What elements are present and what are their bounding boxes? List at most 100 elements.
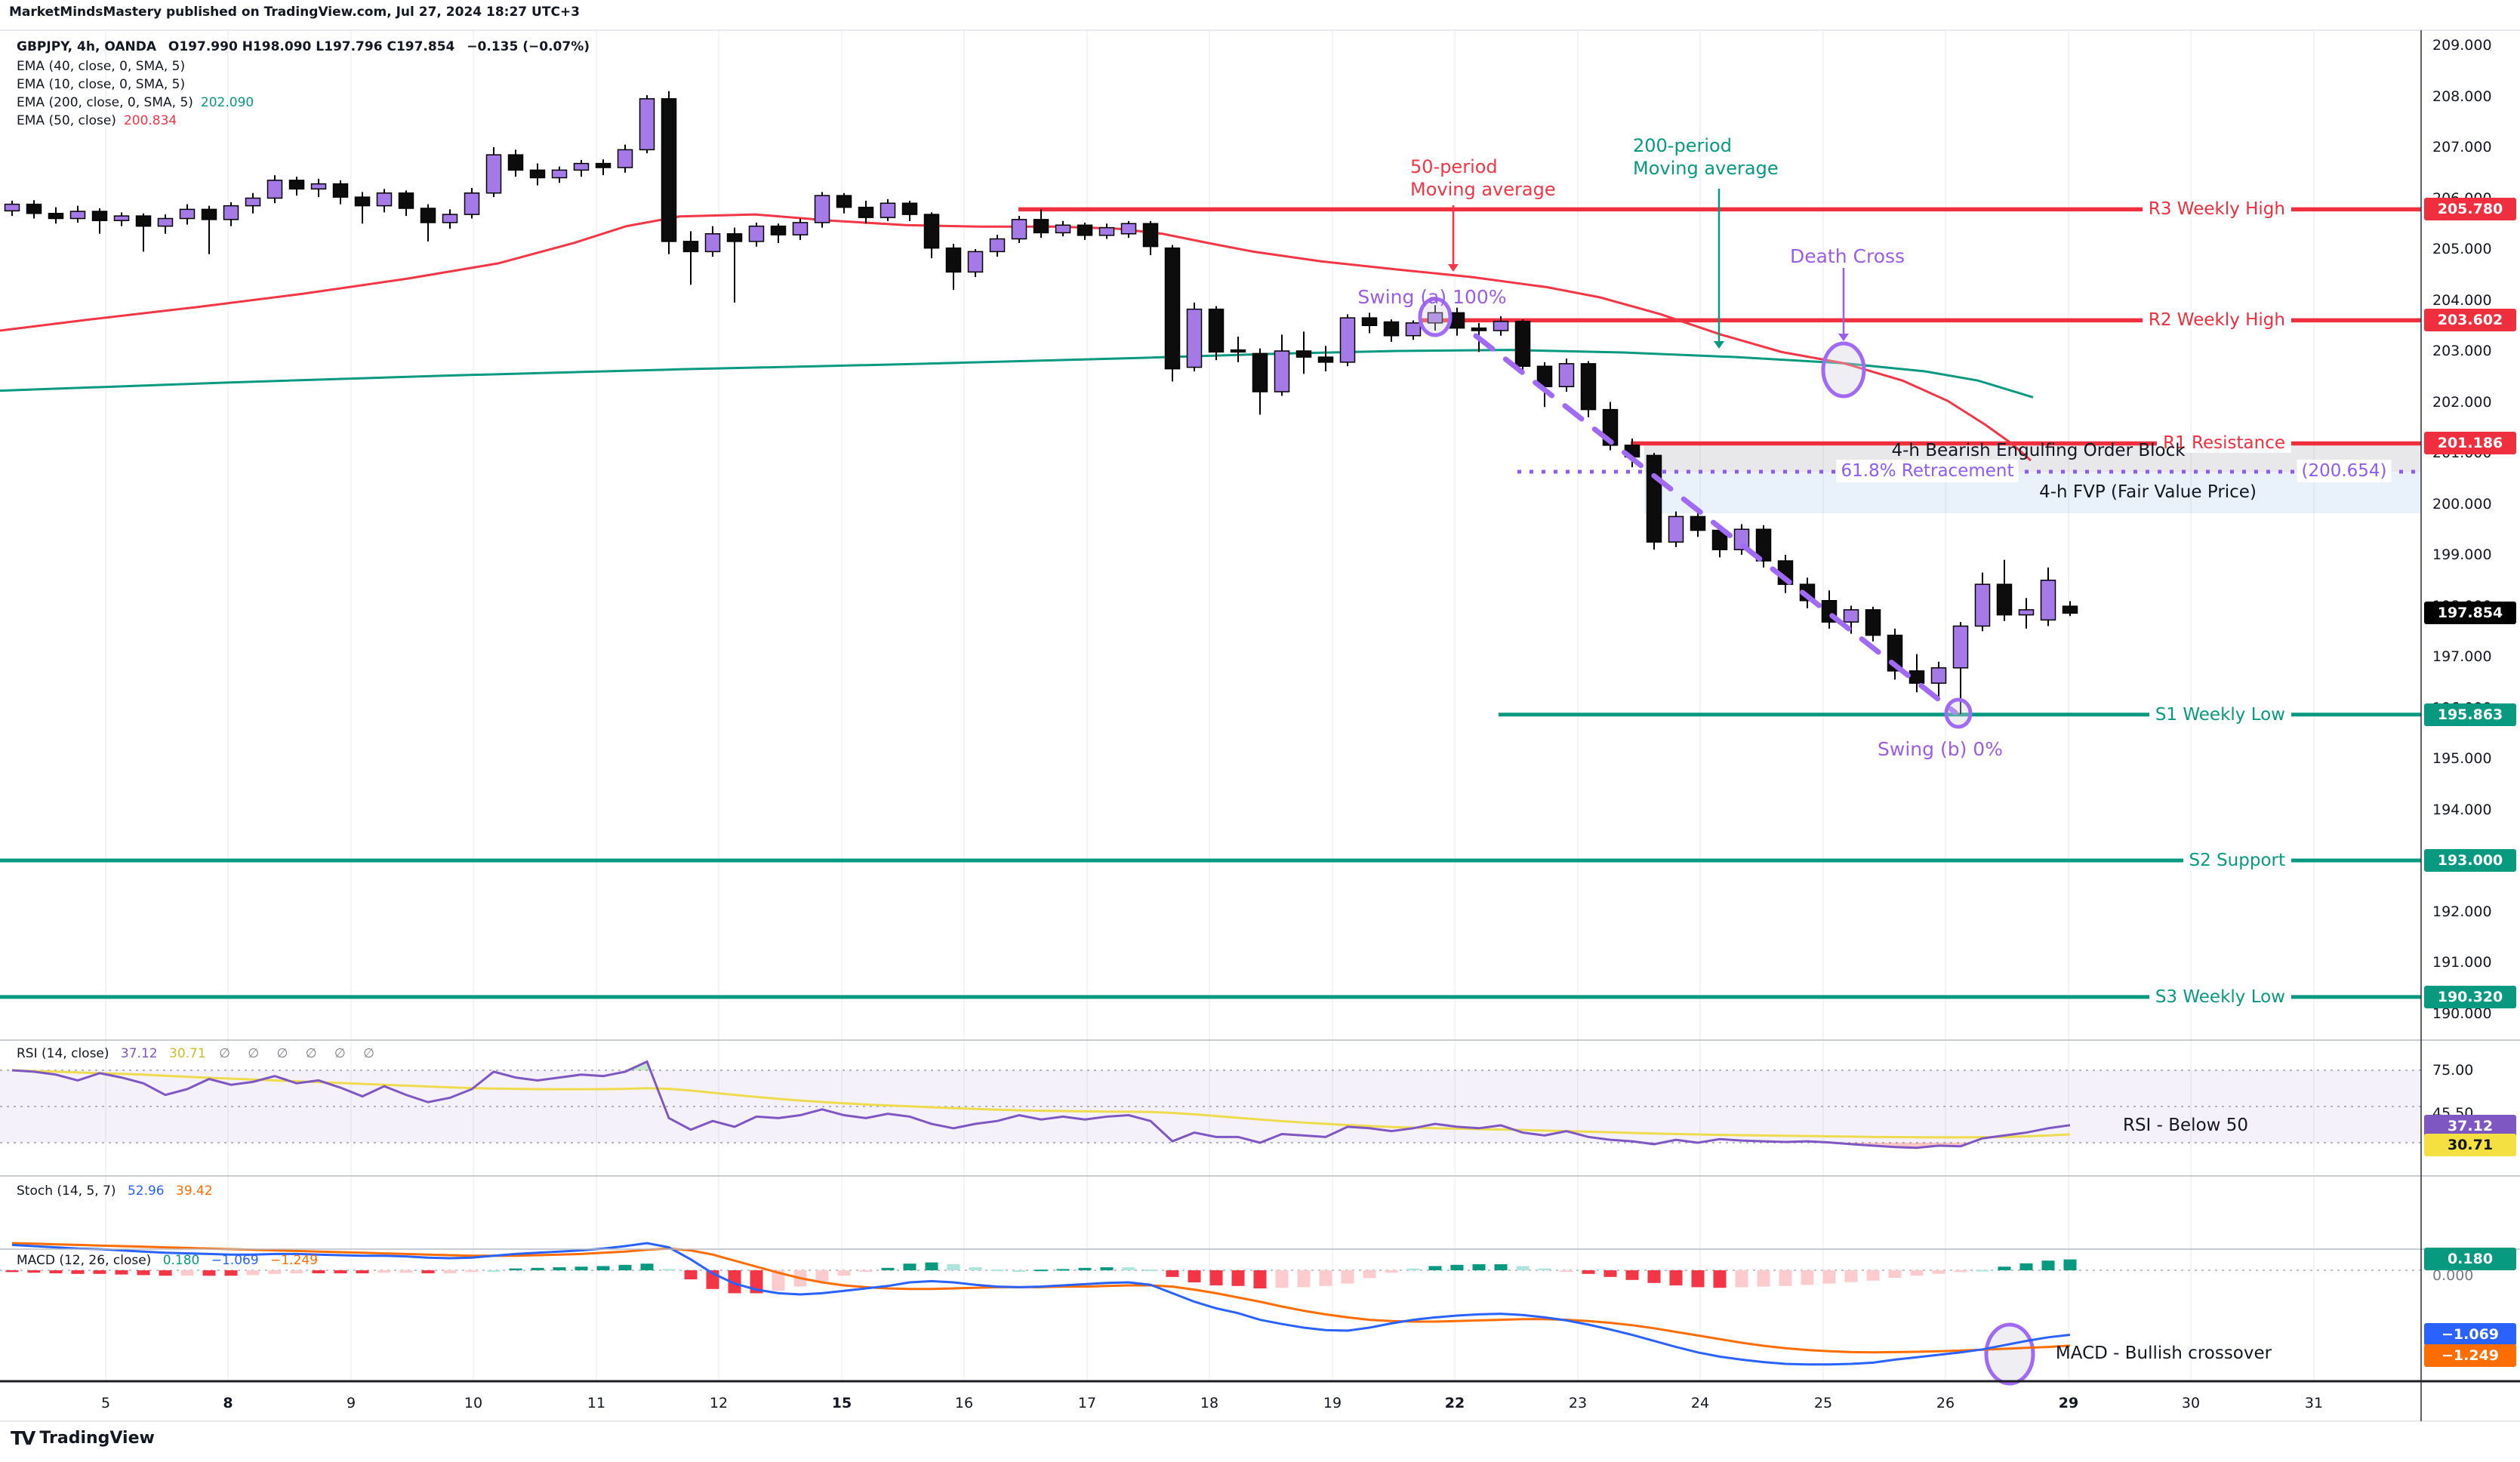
time-label-15[interactable]: 15: [831, 1395, 852, 1411]
ema50-note: 50-period Moving average: [1410, 156, 1556, 200]
price-tick: 204.000: [2432, 291, 2492, 309]
price-tick: 191.000: [2432, 954, 2492, 971]
macd-cross-circle: [1984, 1322, 2035, 1386]
ema200-note: 200-period Moving average: [1633, 135, 1779, 179]
price-tick: 209.000: [2432, 37, 2492, 54]
price-tick: 199.000: [2432, 546, 2492, 563]
time-label-19[interactable]: 19: [1323, 1395, 1342, 1411]
time-label-12[interactable]: 12: [709, 1395, 729, 1411]
legend-indicator-row[interactable]: EMA (200, close, 0, SMA, 5) 202.090: [17, 95, 254, 110]
macd-line: [11, 1242, 2071, 1366]
fvp-band: [1644, 472, 2421, 513]
price-tick: 192.000: [2432, 903, 2492, 920]
change-readout: −0.135 (−0.07%): [467, 39, 590, 54]
macd-histogram: [5, 1259, 2077, 1294]
order-block-band: [1644, 444, 2421, 472]
price-tick: 203.000: [2432, 343, 2492, 359]
legend-indicator-row[interactable]: EMA (10, close, 0, SMA, 5): [17, 77, 185, 92]
indicator-label: EMA (50, close): [17, 113, 116, 128]
ohlc-readout: O197.990 H198.090 L197.796 C197.854: [168, 39, 455, 54]
time-label-25[interactable]: 25: [1813, 1395, 1833, 1411]
tradingview-icon: TV: [11, 1427, 35, 1449]
price-badge-r1: 201.186: [2424, 432, 2516, 455]
rsi-label: RSI (14, close): [17, 1046, 109, 1061]
ema50-line: [0, 213, 2032, 462]
time-label-5[interactable]: 5: [100, 1395, 111, 1411]
macd-legend[interactable]: MACD (12, 26, close) 0.180 −1.069 −1.249: [17, 1253, 318, 1268]
price-badge-r3: 205.780: [2424, 198, 2516, 221]
indicator-value: 200.834: [123, 113, 177, 128]
candlesticks: [4, 91, 2078, 715]
price-tick: 202.000: [2432, 393, 2492, 411]
indicator-label: EMA (200, close, 0, SMA, 5): [17, 95, 193, 110]
indicator-label: EMA (10, close, 0, SMA, 5): [17, 77, 186, 92]
price-tick: 194.000: [2432, 801, 2492, 818]
legend-indicator-row[interactable]: EMA (50, close) 200.834: [17, 113, 177, 128]
rsi-empty-glyphs: ∅ ∅ ∅ ∅ ∅ ∅: [219, 1046, 381, 1061]
swing-a-circle: [1418, 297, 1453, 337]
death-cross-circle: [1821, 341, 1866, 399]
swing-b-note: Swing (b) 0%: [1878, 738, 2003, 760]
retracement-price: (200.654): [2297, 460, 2392, 482]
tradingview-wordmark: TradingView: [39, 1429, 155, 1448]
time-label-24[interactable]: 24: [1690, 1395, 1710, 1411]
time-label-29[interactable]: 29: [2058, 1395, 2079, 1411]
indicator-badge: 30.71: [2424, 1134, 2516, 1156]
time-label-9[interactable]: 9: [346, 1395, 356, 1411]
indicator-badge: −1.249: [2424, 1344, 2516, 1367]
swing-b-circle: [1944, 697, 1973, 729]
time-label-10[interactable]: 10: [464, 1395, 483, 1411]
stoch-label: Stoch (14, 5, 7): [17, 1183, 116, 1199]
macd-hist-value: 0.180: [162, 1253, 200, 1268]
rsi-ma-line: [11, 1069, 2071, 1139]
macd-note: MACD - Bullish crossover: [2055, 1344, 2272, 1363]
time-label-11[interactable]: 11: [587, 1395, 606, 1411]
stoch-k-value: 52.96: [127, 1183, 165, 1199]
time-label-17[interactable]: 17: [1077, 1395, 1097, 1411]
macd-line-value: −1.069: [211, 1253, 259, 1268]
symbol-title: GBPJPY, 4h, OANDA: [17, 39, 156, 54]
price-tick: 190.000: [2432, 1005, 2492, 1022]
current-price-badge: 197.854: [2424, 602, 2516, 625]
price-tick: 200.000: [2432, 495, 2492, 512]
time-label-22[interactable]: 22: [1444, 1395, 1465, 1411]
time-label-18[interactable]: 18: [1200, 1395, 1219, 1411]
retracement-note: 61.8% Retracement: [1836, 460, 2019, 482]
price-tick: 195.000: [2432, 750, 2492, 767]
level-label-s2: S2 Support: [2183, 851, 2291, 870]
publish-line: MarketMindsMastery published on TradingV…: [9, 5, 581, 20]
level-label-s1: S1 Weekly Low: [2149, 704, 2291, 725]
time-label-8[interactable]: 8: [223, 1395, 233, 1411]
price-tick: 197.000: [2432, 648, 2492, 665]
macd-zero-tick: 0.000: [2432, 1267, 2474, 1284]
indicator-badge: 0.180: [2424, 1248, 2516, 1270]
price-tick: 208.000: [2432, 88, 2492, 105]
time-label-23[interactable]: 23: [1568, 1395, 1588, 1411]
rsi-ma-value: 30.71: [169, 1046, 206, 1061]
time-label-16[interactable]: 16: [954, 1395, 974, 1411]
swing-a-note: Swing (a) 100%: [1357, 286, 1507, 308]
time-label-26[interactable]: 26: [1936, 1395, 1955, 1411]
indicator-label: EMA (40, close, 0, SMA, 5): [17, 59, 186, 74]
legend-indicator-row[interactable]: EMA (40, close, 0, SMA, 5): [17, 59, 185, 74]
price-tick: 205.000: [2432, 241, 2492, 257]
stoch-d-value: 39.42: [176, 1183, 213, 1199]
fvp-note: 4-h FVP (Fair Value Price): [2039, 482, 2257, 502]
time-label-31[interactable]: 31: [2304, 1395, 2324, 1411]
macd-label: MACD (12, 26, close): [17, 1253, 152, 1268]
rsi-value: 37.12: [120, 1046, 158, 1061]
price-badge-s1: 195.863: [2424, 703, 2516, 726]
price-badge-s3: 190.320: [2424, 985, 2516, 1008]
tradingview-logo[interactable]: TV TradingView: [11, 1427, 155, 1449]
symbol-legend[interactable]: GBPJPY, 4h, OANDA O197.990 H198.090 L197…: [17, 39, 590, 54]
indicator-badge: −1.069: [2424, 1323, 2516, 1346]
ema200-line: [0, 349, 2034, 399]
price-tick: 207.000: [2432, 139, 2492, 155]
time-label-30[interactable]: 30: [2181, 1395, 2201, 1411]
stoch-legend[interactable]: Stoch (14, 5, 7) 52.96 39.42: [17, 1183, 213, 1199]
rsi-legend[interactable]: RSI (14, close) 37.12 30.71 ∅ ∅ ∅ ∅ ∅ ∅: [17, 1046, 381, 1061]
level-label-r3: R3 Weekly High: [2142, 199, 2291, 220]
price-badge-r2: 203.602: [2424, 309, 2516, 332]
